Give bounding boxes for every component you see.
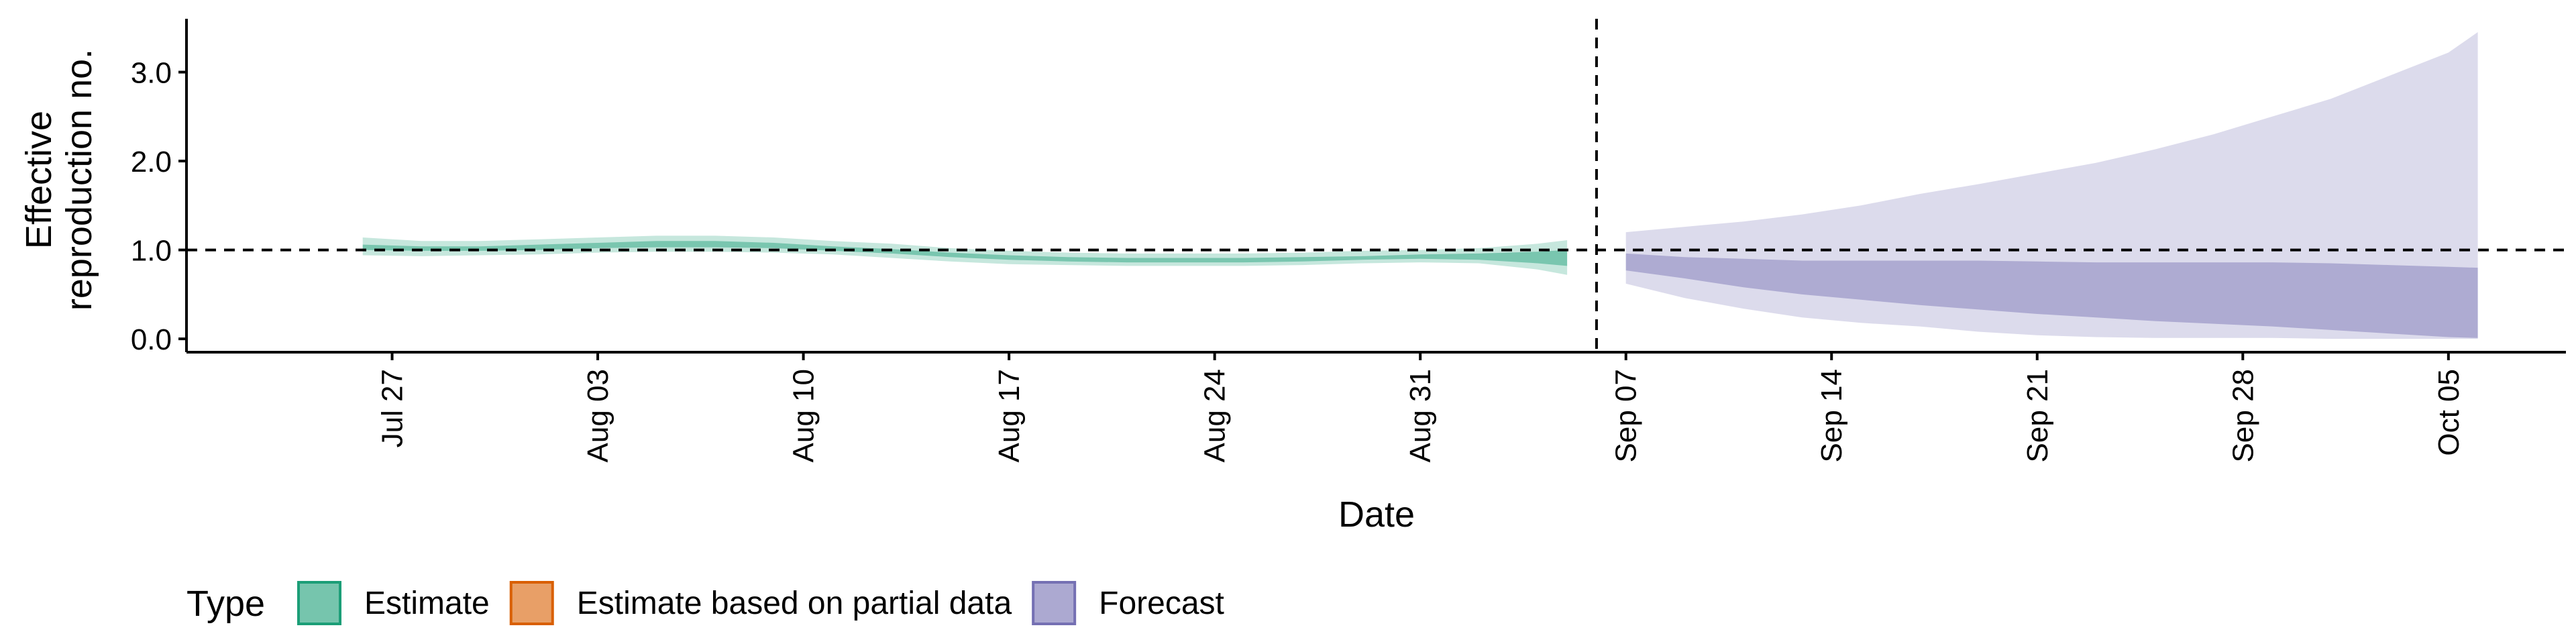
legend-label: Estimate based on partial data <box>577 586 1012 621</box>
x-tick-label: Sep 14 <box>1815 369 1848 462</box>
reference-lines <box>186 19 2566 352</box>
estimate-inner-band <box>362 241 1568 266</box>
legend-items: Estimate Estimate based on partial data Fo… <box>297 581 1224 625</box>
x-tick-label: Aug 24 <box>1199 369 1232 462</box>
legend-label: Forecast <box>1099 586 1224 621</box>
forecast-inner-band <box>1625 253 2478 338</box>
legend-swatch <box>509 581 554 625</box>
x-tick-label: Sep 28 <box>2226 369 2259 462</box>
y-tick-label: 0.0 <box>131 323 172 356</box>
x-tick-label: Sep 07 <box>1610 369 1643 462</box>
y-axis-title-line2: reproduction no. <box>59 49 99 311</box>
estimate-outer-band <box>362 235 1568 275</box>
x-tick-label: Aug 10 <box>788 369 820 462</box>
x-tick-label: Sep 21 <box>2021 369 2054 462</box>
ribbon-layer <box>362 32 2478 339</box>
legend-swatch <box>1032 581 1077 625</box>
x-tick-label: Aug 31 <box>1404 369 1437 462</box>
x-tick-label: Aug 17 <box>993 369 1026 462</box>
y-axis-title-line1: Effective <box>19 111 59 249</box>
axes <box>185 19 2566 354</box>
x-axis-title: Date <box>1338 494 1415 535</box>
tick-layer: 0.0 1.0 2.0 3.0 Jul 27 Aug 03 Aug 10 Aug 17 Aug … <box>131 57 2465 463</box>
x-tick-label: Oct 05 <box>2432 369 2465 456</box>
y-tick-label: 2.0 <box>131 146 172 178</box>
forecast-outer-band <box>1625 32 2478 339</box>
legend: Type Estimate Estimate based on partial d… <box>186 581 1224 625</box>
x-tick-label: Aug 03 <box>582 369 614 462</box>
legend-title: Type <box>186 584 265 624</box>
legend-label: Estimate <box>364 586 490 621</box>
y-axis-title: Effective reproduction no. <box>19 49 99 311</box>
legend-swatch <box>297 581 341 625</box>
y-tick-label: 3.0 <box>131 57 172 90</box>
x-tick-label: Jul 27 <box>376 369 409 447</box>
y-tick-label: 1.0 <box>131 235 172 268</box>
